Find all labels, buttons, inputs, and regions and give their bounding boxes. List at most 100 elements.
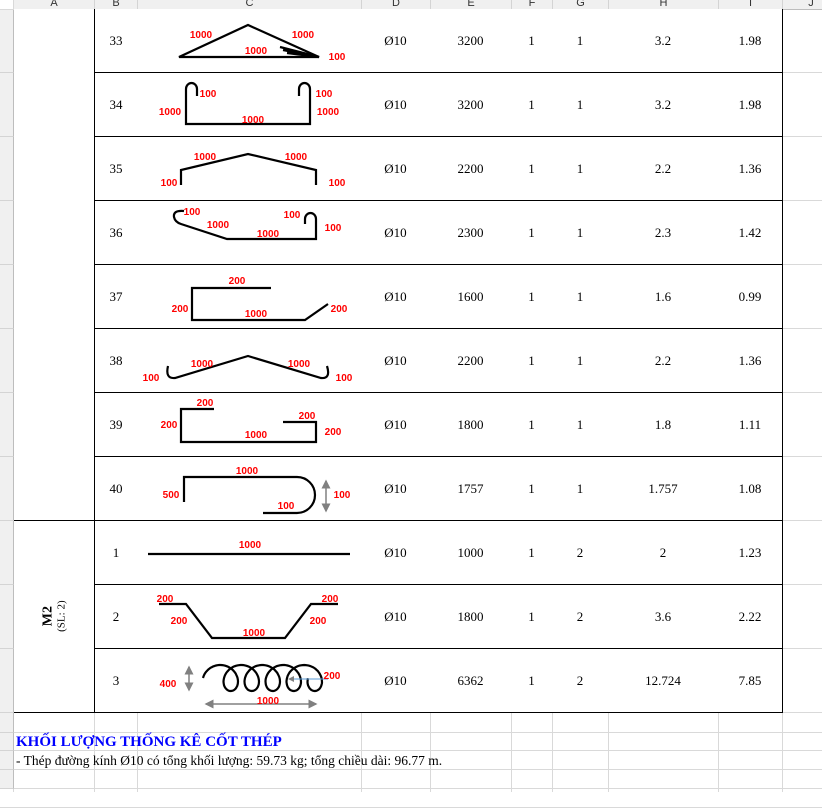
cell-total-length[interactable]: 1.6 — [608, 264, 719, 329]
cell-bar-length[interactable]: 2300 — [430, 200, 512, 265]
cell-bar-shape[interactable]: 200 200 1000 200 200 — [137, 584, 362, 649]
cell-member-count[interactable]: 1 — [552, 136, 609, 201]
row-header-17[interactable]: 17 — [0, 713, 14, 733]
cell-member-count[interactable]: 2 — [552, 584, 609, 649]
cell-bar-number[interactable]: 2 — [94, 584, 138, 649]
cell-bar-diameter[interactable]: Ø10 — [361, 264, 431, 329]
group-cell[interactable]: M2 (SL: 2) — [14, 520, 96, 713]
group-cell[interactable] — [14, 9, 96, 521]
cell-bar-shape[interactable]: 200 200 1000 200 200 — [137, 392, 362, 457]
cell-bar-length[interactable]: 1600 — [430, 264, 512, 329]
cell-bar-shape[interactable]: 1000 1000 100 100 — [137, 136, 362, 201]
cell-bar-number[interactable]: 36 — [94, 200, 138, 265]
cell-weight[interactable]: 7.85 — [718, 648, 783, 713]
cell-bar-length[interactable]: 3200 — [430, 72, 512, 137]
cell-bar-length[interactable]: 6362 — [430, 648, 512, 713]
cell-bar-diameter[interactable]: Ø10 — [361, 136, 431, 201]
row-header-15[interactable]: 15 — [0, 585, 14, 649]
cell-weight[interactable]: 1.11 — [718, 392, 783, 457]
row-header-12[interactable]: 12 — [0, 393, 14, 457]
cell-bar-shape[interactable]: 100 1000 100 1000 1000 — [137, 72, 362, 137]
cell-member-count[interactable]: 1 — [552, 456, 609, 521]
cell-bar-number[interactable]: 34 — [94, 72, 138, 137]
cell-bar-length[interactable]: 2200 — [430, 328, 512, 393]
row-header-16[interactable]: 16 — [0, 649, 14, 713]
row-header-6[interactable]: 6 — [0, 10, 14, 73]
cell-bar-number[interactable]: 3 — [94, 648, 138, 713]
cell-quantity-per-member[interactable]: 1 — [511, 200, 553, 265]
column-header-j[interactable]: J — [783, 0, 822, 10]
cell-quantity-per-member[interactable]: 1 — [511, 584, 553, 649]
cell-bar-shape[interactable]: 1000 500 100 100 — [137, 456, 362, 521]
summary-title[interactable]: KHỐI LƯỢNG THỐNG KÊ CỐT THÉP — [16, 734, 282, 750]
cell-bar-shape[interactable]: 400 200 1000 — [137, 648, 362, 713]
cell-member-count[interactable]: 1 — [552, 9, 609, 73]
row-header-8[interactable]: 8 — [0, 137, 14, 201]
cell-bar-diameter[interactable]: Ø10 — [361, 9, 431, 73]
cell-bar-number[interactable]: 39 — [94, 392, 138, 457]
cell-member-count[interactable]: 1 — [552, 328, 609, 393]
cell-bar-diameter[interactable]: Ø10 — [361, 392, 431, 457]
row-header-18[interactable]: 18 — [0, 733, 14, 751]
cell-total-length[interactable]: 3.6 — [608, 584, 719, 649]
cell-weight[interactable]: 2.22 — [718, 584, 783, 649]
cell-bar-shape[interactable]: 1000 — [137, 520, 362, 585]
cell-weight[interactable]: 1.42 — [718, 200, 783, 265]
cell-weight[interactable]: 1.98 — [718, 9, 783, 73]
cell-weight[interactable]: 1.08 — [718, 456, 783, 521]
row-header-13[interactable]: 13 — [0, 457, 14, 521]
cell-quantity-per-member[interactable]: 1 — [511, 520, 553, 585]
cell-member-count[interactable]: 1 — [552, 200, 609, 265]
cell-bar-shape[interactable]: 100 1000 100 1000 100 — [137, 200, 362, 265]
cell-total-length[interactable]: 2.2 — [608, 328, 719, 393]
cell-bar-diameter[interactable]: Ø10 — [361, 328, 431, 393]
cell-bar-diameter[interactable]: Ø10 — [361, 584, 431, 649]
cell-quantity-per-member[interactable]: 1 — [511, 136, 553, 201]
cell-bar-length[interactable]: 3200 — [430, 9, 512, 73]
cell-bar-shape[interactable]: 1000 1000 100 100 — [137, 328, 362, 393]
cell-bar-length[interactable]: 1757 — [430, 456, 512, 521]
cell-weight[interactable]: 0.99 — [718, 264, 783, 329]
cell-total-length[interactable]: 2.3 — [608, 200, 719, 265]
row-header-10[interactable]: 10 — [0, 265, 14, 329]
row-header-9[interactable]: 9 — [0, 201, 14, 265]
cell-quantity-per-member[interactable]: 1 — [511, 392, 553, 457]
row-header-19[interactable]: 19 — [0, 751, 14, 770]
cell-quantity-per-member[interactable]: 1 — [511, 9, 553, 73]
cell-quantity-per-member[interactable]: 1 — [511, 72, 553, 137]
summary-note[interactable]: - Thép đường kính Ø10 có tổng khối lượng… — [16, 753, 443, 768]
cell-total-length[interactable]: 2 — [608, 520, 719, 585]
cell-weight[interactable]: 1.98 — [718, 72, 783, 137]
cell-bar-diameter[interactable]: Ø10 — [361, 520, 431, 585]
cell-total-length[interactable]: 3.2 — [608, 72, 719, 137]
cell-bar-length[interactable]: 2200 — [430, 136, 512, 201]
cell-bar-number[interactable]: 35 — [94, 136, 138, 201]
cell-bar-diameter[interactable]: Ø10 — [361, 72, 431, 137]
cell-weight[interactable]: 1.36 — [718, 328, 783, 393]
cell-member-count[interactable]: 1 — [552, 264, 609, 329]
cell-quantity-per-member[interactable]: 1 — [511, 264, 553, 329]
cell-total-length[interactable]: 3.2 — [608, 9, 719, 73]
cell-total-length[interactable]: 1.757 — [608, 456, 719, 521]
cell-bar-diameter[interactable]: Ø10 — [361, 456, 431, 521]
cell-total-length[interactable]: 1.8 — [608, 392, 719, 457]
cell-bar-number[interactable]: 1 — [94, 520, 138, 585]
cell-quantity-per-member[interactable]: 1 — [511, 328, 553, 393]
cell-bar-length[interactable]: 1800 — [430, 584, 512, 649]
cell-bar-number[interactable]: 33 — [94, 9, 138, 73]
cell-weight[interactable]: 1.36 — [718, 136, 783, 201]
cell-member-count[interactable]: 1 — [552, 72, 609, 137]
cell-quantity-per-member[interactable]: 1 — [511, 648, 553, 713]
cell-bar-number[interactable]: 38 — [94, 328, 138, 393]
row-header-20[interactable]: 20 — [0, 770, 14, 789]
row-header-11[interactable]: 11 — [0, 329, 14, 393]
cell-bar-diameter[interactable]: Ø10 — [361, 200, 431, 265]
cell-bar-shape[interactable]: 1000 1000 1000 100 — [137, 9, 362, 73]
row-header-7[interactable]: 7 — [0, 73, 14, 137]
cell-bar-number[interactable]: 37 — [94, 264, 138, 329]
cell-total-length[interactable]: 2.2 — [608, 136, 719, 201]
cell-bar-shape[interactable]: 200 200 1000 200 — [137, 264, 362, 329]
cell-member-count[interactable]: 2 — [552, 520, 609, 585]
cell-quantity-per-member[interactable]: 1 — [511, 456, 553, 521]
cell-member-count[interactable]: 1 — [552, 392, 609, 457]
